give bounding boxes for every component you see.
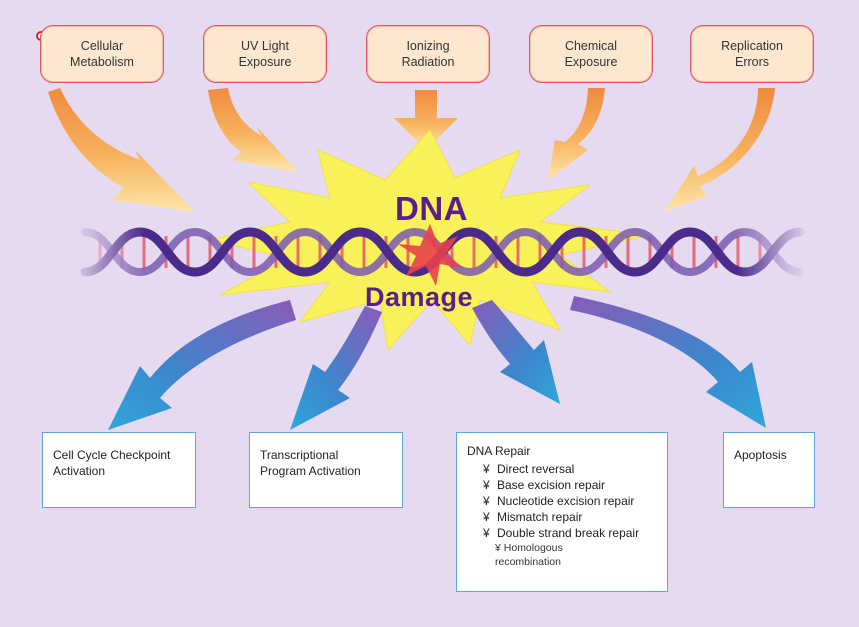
cause-arrow-5 [664, 88, 775, 212]
repair-sub-item-label: Homologous recombination [495, 542, 563, 568]
cause-cellular-metabolism: Cellular Metabolism [40, 25, 164, 83]
cause-arrows [48, 88, 775, 212]
cause-arrow-4 [548, 88, 605, 180]
cause-chemical-exposure: Chemical Exposure [529, 25, 653, 83]
outcome-arrow-apoptosis [570, 296, 766, 428]
bullet-glyph: ¥ [495, 542, 501, 554]
cause-uv-light-exposure: UV Light Exposure [203, 25, 327, 83]
bullet-glyph: ¥ [483, 478, 490, 492]
list-item: ¥ Direct reversal [483, 461, 657, 477]
repair-item-label: Base excision repair [497, 478, 606, 492]
list-item: ¥ Mismatch repair [483, 509, 657, 525]
cause-ionizing-radiation: Ionizing Radiation [366, 25, 490, 83]
list-item: ¥ Double strand break repair [483, 525, 657, 541]
outcome-arrow-repair [472, 300, 560, 404]
cause-replication-errors: Replication Errors [690, 25, 814, 83]
repair-item-label: Mismatch repair [497, 510, 583, 524]
repair-item-label: Nucleotide excision repair [497, 494, 635, 508]
damage-label: Damage [365, 282, 474, 312]
outcome-arrows [108, 296, 766, 430]
outcome-arrow-transcription [290, 306, 382, 430]
outcome-repair-box: DNA Repair ¥ Direct reversal ¥ Base excisi… [456, 432, 668, 592]
repair-item-label: Direct reversal [497, 462, 575, 476]
outcome-checkpoint-box: Cell Cycle Checkpoint Activation [42, 432, 196, 508]
dna-label: DNA [395, 190, 468, 227]
list-item: ¥ Nucleotide excision repair [483, 493, 657, 509]
repair-list: ¥ Direct reversal ¥ Base excision repair ¥… [467, 461, 657, 541]
cause-arrow-1 [48, 88, 195, 212]
cause-arrow-3 [394, 90, 458, 150]
outcome-apoptosis-box: Apoptosis [723, 432, 815, 508]
repair-title: DNA Repair [467, 444, 531, 458]
bullet-glyph: ¥ [483, 494, 490, 508]
repair-item-label: Double strand break repair [497, 526, 640, 540]
bullet-glyph: ¥ [483, 462, 490, 476]
bullet-glyph: ¥ [483, 526, 490, 540]
break-star [398, 224, 462, 286]
bullet-glyph: ¥ [483, 510, 490, 524]
repair-sub-item: ¥ Homologous recombination [467, 541, 657, 569]
outcome-arrow-checkpoint [108, 300, 296, 430]
list-item: ¥ Base excision repair [483, 477, 657, 493]
cause-arrow-2 [208, 88, 298, 172]
outcome-transcription-box: Transcriptional Program Activation [249, 432, 403, 508]
